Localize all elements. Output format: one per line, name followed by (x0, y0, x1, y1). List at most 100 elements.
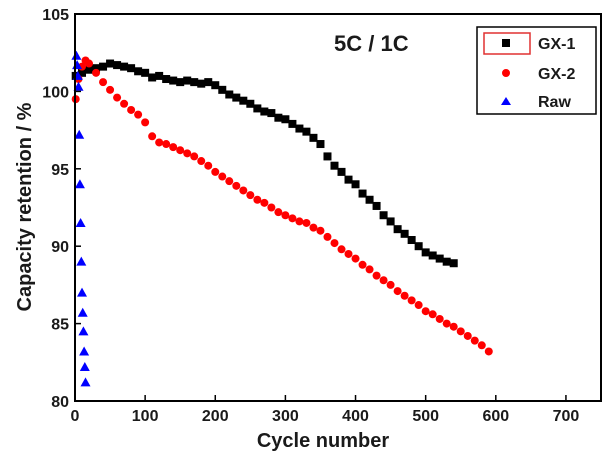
data-point-gx-2 (204, 161, 213, 170)
data-point-gx-2 (393, 287, 402, 296)
data-point-gx-1 (274, 113, 283, 122)
data-point-gx-2 (155, 138, 164, 147)
data-point-gx-2 (274, 208, 283, 217)
data-point-gx-2 (246, 191, 255, 200)
data-point-gx-1 (155, 71, 164, 80)
data-point-gx-1 (148, 73, 157, 82)
data-point-gx-1 (113, 61, 122, 70)
x-tick-label: 300 (272, 408, 299, 425)
data-point-gx-1 (393, 225, 402, 234)
data-point-gx-1 (162, 75, 171, 84)
data-point-gx-2 (386, 280, 395, 289)
data-point-gx-2 (211, 167, 220, 176)
data-point-gx-2 (106, 85, 115, 94)
legend-label-raw: Raw (538, 94, 571, 111)
data-point-gx-1 (337, 167, 346, 176)
data-point-gx-2 (183, 149, 192, 158)
data-point-gx-1 (435, 254, 444, 263)
data-point-gx-1 (267, 109, 276, 118)
data-point-gx-2 (281, 211, 290, 220)
x-tick-label: 500 (412, 408, 439, 425)
data-point-raw (80, 377, 91, 387)
data-point-raw (76, 256, 87, 266)
data-point-gx-2 (239, 186, 248, 195)
legend-marker-gx-1 (502, 39, 510, 47)
data-point-gx-2 (414, 301, 423, 310)
data-point-gx-2 (435, 314, 444, 323)
data-point-gx-2 (225, 177, 234, 186)
data-point-gx-1 (442, 257, 451, 266)
data-point-gx-2 (267, 203, 276, 212)
data-point-raw (71, 50, 82, 60)
data-point-gx-1 (351, 180, 360, 189)
data-point-gx-2 (421, 307, 430, 316)
data-point-raw (73, 81, 84, 91)
data-point-raw (77, 287, 88, 297)
data-point-gx-2 (365, 265, 374, 274)
data-point-raw (79, 346, 90, 356)
data-point-raw (75, 217, 86, 227)
data-point-gx-2 (92, 68, 101, 77)
data-point-gx-1 (330, 161, 339, 170)
data-point-gx-2 (141, 118, 150, 127)
data-point-gx-2 (407, 296, 416, 305)
y-tick-label: 85 (51, 317, 69, 334)
data-point-gx-1 (78, 68, 87, 77)
data-point-gx-1 (204, 78, 213, 87)
x-tick-label: 700 (553, 408, 580, 425)
data-point-gx-2 (218, 172, 227, 181)
data-point-gx-2 (428, 310, 437, 319)
data-point-gx-1 (92, 64, 101, 73)
data-point-gx-1 (120, 62, 129, 71)
x-axis-title: Cycle number (257, 430, 389, 452)
data-point-gx-1 (253, 104, 262, 113)
legend-box (476, 26, 597, 115)
x-tick-label: 600 (482, 408, 509, 425)
data-point-gx-2 (260, 198, 269, 207)
series-gx-1 (71, 59, 458, 268)
data-point-gx-2 (295, 217, 304, 226)
legend-marker-gx-2 (502, 69, 510, 77)
data-point-gx-1 (197, 79, 206, 88)
data-point-gx-1 (106, 59, 115, 68)
series-gx-2 (71, 56, 493, 356)
legend-label-gx-2: GX-2 (538, 66, 575, 83)
rate-annotation: 5C / 1C (334, 31, 409, 56)
data-point-gx-2 (253, 195, 262, 204)
plot-frame (74, 13, 602, 402)
series-raw (71, 50, 91, 387)
data-point-gx-1 (127, 64, 136, 73)
data-point-gx-1 (281, 115, 290, 124)
data-point-gx-1 (449, 259, 458, 268)
data-point-gx-1 (211, 81, 220, 90)
data-point-gx-2 (358, 260, 367, 269)
data-point-gx-2 (302, 218, 311, 227)
data-point-gx-2 (120, 99, 129, 108)
data-point-gx-1 (358, 189, 367, 198)
data-point-gx-2 (344, 249, 353, 258)
x-tick-label: 0 (71, 408, 80, 425)
data-point-gx-1 (134, 67, 143, 76)
data-point-gx-2 (372, 271, 381, 280)
data-point-gx-2 (113, 93, 122, 102)
y-tick-label: 80 (51, 394, 69, 411)
data-point-gx-1 (316, 140, 325, 149)
legend: GX-1 GX-2 Raw (476, 26, 597, 115)
data-point-gx-2 (484, 347, 493, 356)
plot-marks (71, 50, 493, 387)
y-tick-label: 100 (42, 84, 69, 101)
data-point-gx-2 (148, 132, 157, 141)
data-point-gx-1 (400, 229, 409, 238)
data-point-gx-1 (85, 65, 94, 74)
legend-highlight (483, 32, 531, 55)
data-point-gx-2 (134, 110, 143, 119)
data-point-gx-2 (323, 232, 332, 241)
data-point-gx-2 (190, 152, 199, 161)
data-point-gx-1 (421, 248, 430, 257)
data-point-gx-2 (470, 336, 479, 345)
data-point-gx-2 (379, 276, 388, 285)
data-point-gx-1 (99, 62, 108, 71)
data-point-gx-2 (169, 143, 178, 152)
data-point-gx-1 (344, 175, 353, 184)
